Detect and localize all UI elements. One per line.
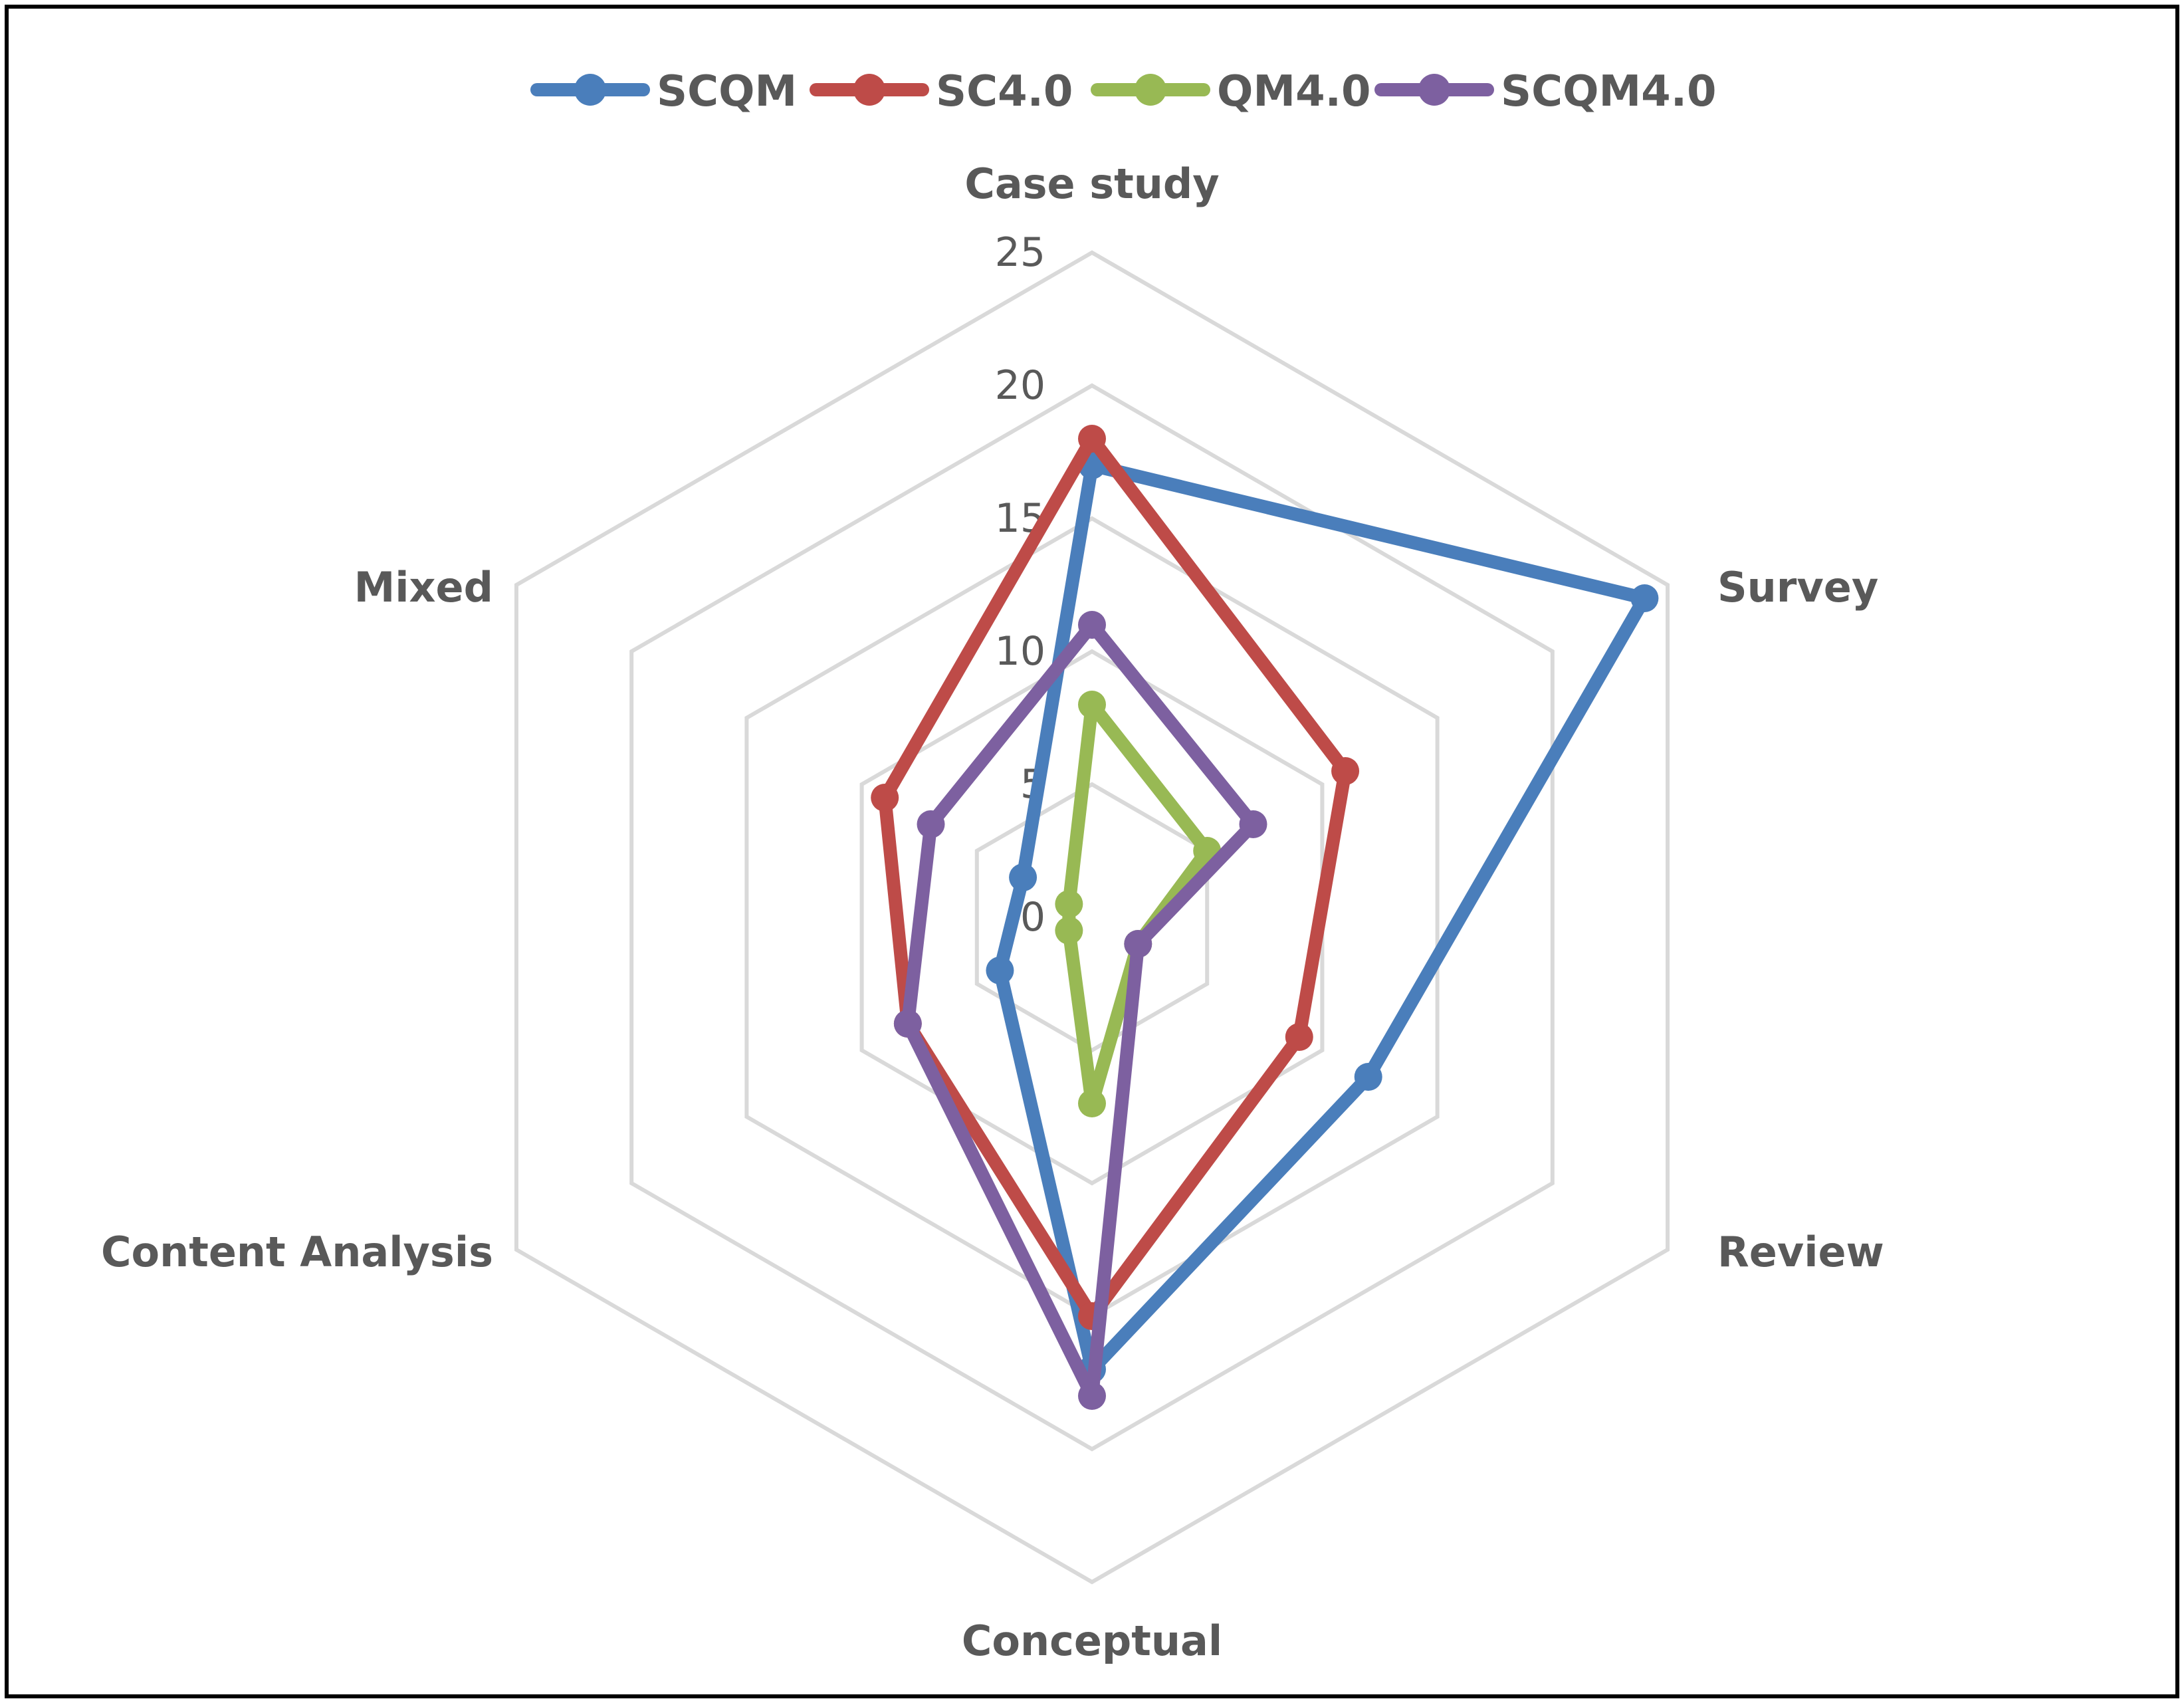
data-point-sc4-0-survey bbox=[1331, 757, 1360, 785]
legend-item-scqm4-0[interactable]: SCQM4.0 bbox=[1374, 67, 1717, 116]
axis-label-case-study: Case study bbox=[964, 160, 1219, 208]
legend-label: SCQM bbox=[657, 67, 797, 116]
data-point-qm4-0-content-analysis bbox=[1055, 917, 1083, 945]
tick-label: 10 bbox=[995, 628, 1045, 675]
legend-label: SCQM4.0 bbox=[1501, 67, 1717, 116]
series-scqm4-0 bbox=[893, 611, 1267, 1410]
data-point-scqm4-0-survey bbox=[1239, 810, 1267, 838]
legend-marker bbox=[1135, 74, 1166, 106]
data-point-qm4-0-mixed bbox=[1055, 890, 1083, 918]
axis-labels: Case study Survey Review Conceptual Content … bbox=[101, 160, 1884, 1665]
axis-label-review: Review bbox=[1717, 1228, 1884, 1276]
data-point-sc4-0-case-study bbox=[1078, 425, 1106, 453]
legend-item-scqm[interactable]: SCQM bbox=[530, 67, 797, 116]
data-point-scqm-content-analysis bbox=[986, 957, 1014, 984]
gridline-ring bbox=[514, 250, 1670, 1585]
axis-label-mixed: Mixed bbox=[354, 563, 493, 612]
series-group bbox=[871, 425, 1659, 1410]
gridline-ring bbox=[629, 383, 1555, 1452]
legend-item-sc4-0[interactable]: SC4.0 bbox=[810, 67, 1073, 116]
axis-label-survey: Survey bbox=[1717, 563, 1878, 612]
data-point-scqm4-0-mixed bbox=[917, 810, 945, 838]
data-point-scqm-mixed bbox=[1009, 863, 1037, 891]
legend[interactable]: SCQM SC4.0 QM4.0 SCQM4.0 bbox=[530, 67, 1717, 116]
data-point-scqm-survey bbox=[1630, 584, 1659, 612]
tick-label: 25 bbox=[995, 229, 1045, 276]
axis-label-conceptual: Conceptual bbox=[962, 1617, 1222, 1665]
data-point-sc4-0-mixed bbox=[871, 784, 899, 812]
data-point-scqm-review bbox=[1354, 1063, 1382, 1091]
legend-marker bbox=[1418, 74, 1450, 106]
legend-item-qm4-0[interactable]: QM4.0 bbox=[1091, 67, 1370, 116]
legend-label: QM4.0 bbox=[1217, 67, 1370, 116]
data-point-qm4-0-conceptual bbox=[1078, 1089, 1106, 1117]
tick-label: 20 bbox=[995, 362, 1045, 409]
data-point-scqm4-0-review bbox=[1124, 930, 1152, 958]
data-point-sc4-0-review bbox=[1285, 1023, 1313, 1051]
legend-marker bbox=[574, 74, 606, 106]
chart-border bbox=[5, 5, 2179, 1698]
legend-marker bbox=[853, 74, 885, 106]
legend-label: SC4.0 bbox=[936, 67, 1073, 116]
data-point-scqm4-0-case-study bbox=[1078, 611, 1106, 639]
axis-label-content-analysis: Content Analysis bbox=[101, 1228, 493, 1276]
data-point-qm4-0-case-study bbox=[1078, 691, 1106, 719]
tick-label: 0 bbox=[1020, 894, 1045, 941]
data-point-scqm4-0-conceptual bbox=[1078, 1382, 1106, 1410]
data-point-scqm4-0-content-analysis bbox=[893, 1010, 922, 1038]
gridline-ring bbox=[859, 649, 1325, 1186]
